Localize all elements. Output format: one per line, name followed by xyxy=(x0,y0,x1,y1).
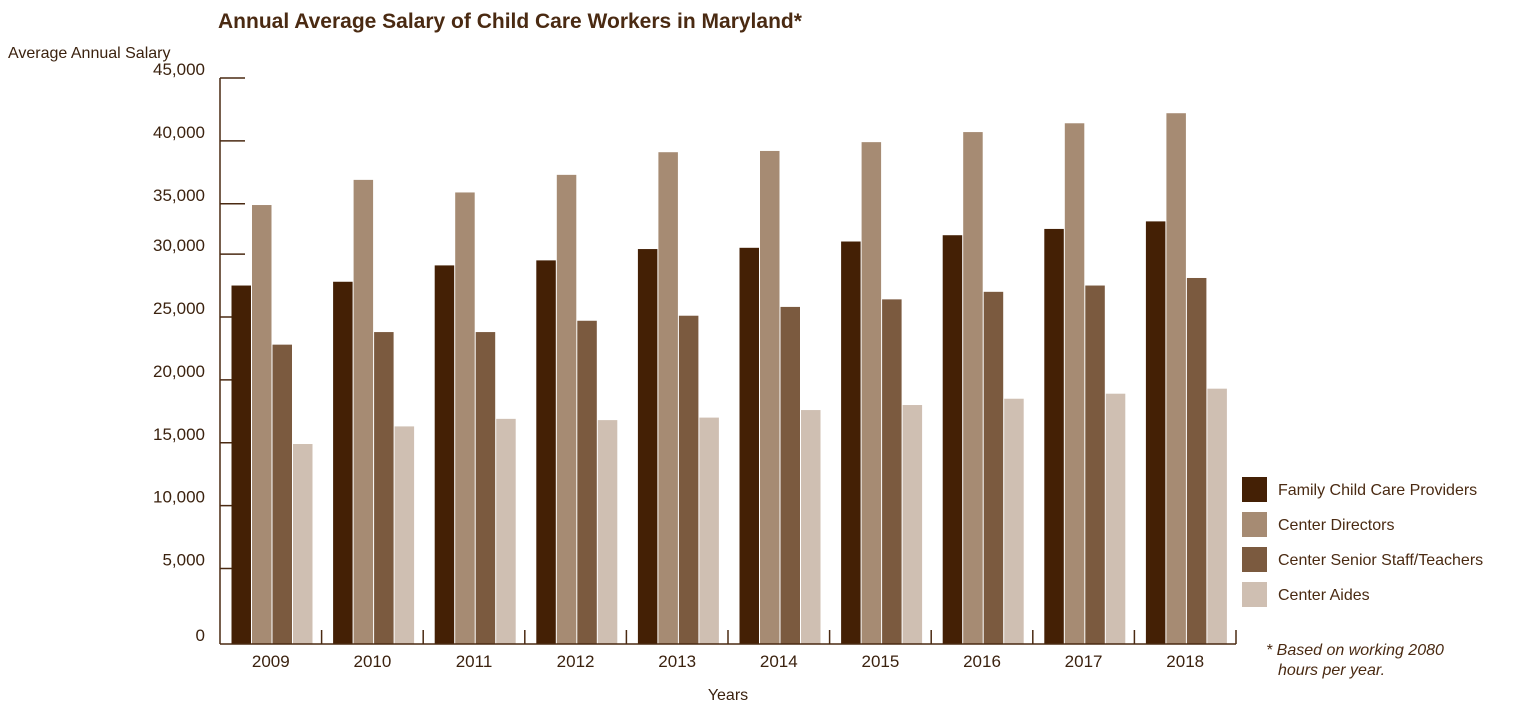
bar-center-directors-2011 xyxy=(455,192,475,645)
bar-center-aides-2014 xyxy=(801,410,821,644)
x-tick-label: 2018 xyxy=(1166,652,1204,671)
bar-center-aides-2016 xyxy=(1004,398,1024,644)
footnote-line-1: * Based on working 2080 xyxy=(1266,642,1444,659)
bar-center-aides-2015 xyxy=(902,405,923,644)
bar-center-directors-2010 xyxy=(353,179,374,644)
bar-center-aides-2010 xyxy=(394,426,415,644)
legend-swatch xyxy=(1242,512,1267,537)
bar-center-aides-2017 xyxy=(1105,393,1126,644)
bar-center-aides-2018 xyxy=(1207,388,1227,644)
y-axis-label: Average Annual Salary xyxy=(8,45,170,62)
x-tick-label: 2011 xyxy=(456,652,493,671)
bar-center-senior-staff-teachers-2011 xyxy=(475,332,496,644)
x-tick-label: 2015 xyxy=(861,652,899,671)
y-axis: 45,000 40,000 35,000 30,000 25,000 20,000 15,0… xyxy=(153,60,245,645)
bar-family-child-care-providers-2010 xyxy=(333,281,353,644)
bar-family-child-care-providers-2012 xyxy=(536,260,556,644)
legend-label: Center Senior Staff/Teachers xyxy=(1278,552,1483,569)
bar-family-child-care-providers-2018 xyxy=(1145,221,1166,645)
x-tick-label: 2017 xyxy=(1065,652,1103,671)
legend-swatch xyxy=(1242,477,1267,502)
bar-center-directors-2013 xyxy=(658,152,678,644)
y-tick-label: 45,000 xyxy=(153,60,205,79)
x-tick-label: 2013 xyxy=(658,652,696,671)
bar-center-aides-2012 xyxy=(597,420,618,644)
bar-family-child-care-providers-2013 xyxy=(637,249,658,644)
bar-center-senior-staff-teachers-2013 xyxy=(678,315,699,644)
chart-title: Annual Average Salary of Child Care Work… xyxy=(218,10,803,33)
footnote-line-2: hours per year. xyxy=(1278,662,1385,679)
bar-center-senior-staff-teachers-2009 xyxy=(272,344,292,644)
bar-center-directors-2018 xyxy=(1166,113,1186,645)
x-tick-label: 2016 xyxy=(963,652,1001,671)
x-tick-label: 2012 xyxy=(557,652,595,671)
bar-family-child-care-providers-2014 xyxy=(739,247,759,645)
legend-swatch xyxy=(1242,547,1267,572)
bar-family-child-care-providers-2009 xyxy=(231,285,251,644)
legend: Family Child Care Providers Center Direct… xyxy=(1242,477,1483,607)
x-tick-label: 2009 xyxy=(252,652,290,671)
x-tick-label: 2010 xyxy=(353,652,391,671)
bar-center-senior-staff-teachers-2015 xyxy=(882,299,902,644)
bar-family-child-care-providers-2015 xyxy=(841,241,861,644)
bar-family-child-care-providers-2016 xyxy=(942,235,963,644)
bar-center-aides-2009 xyxy=(293,444,313,644)
legend-label: Center Directors xyxy=(1278,517,1394,534)
y-tick-label: 25,000 xyxy=(153,299,205,318)
bar-center-directors-2012 xyxy=(556,174,577,645)
bar-center-senior-staff-teachers-2018 xyxy=(1186,277,1207,644)
bar-center-senior-staff-teachers-2014 xyxy=(780,306,800,644)
y-tick-label: 35,000 xyxy=(153,186,205,205)
bar-center-senior-staff-teachers-2016 xyxy=(983,291,1004,644)
y-tick-label: 15,000 xyxy=(153,425,205,444)
x-tick-label: 2014 xyxy=(760,652,798,671)
bar-center-senior-staff-teachers-2012 xyxy=(577,320,597,644)
y-tick-label: 0 xyxy=(196,626,205,645)
legend-swatch xyxy=(1242,582,1267,607)
legend-label: Center Aides xyxy=(1278,587,1370,604)
bar-center-senior-staff-teachers-2010 xyxy=(374,332,394,644)
x-axis-label: Years xyxy=(708,687,748,704)
bar-family-child-care-providers-2011 xyxy=(434,265,455,644)
bar-family-child-care-providers-2017 xyxy=(1044,228,1064,644)
bar-center-aides-2011 xyxy=(496,418,516,644)
bar-center-aides-2013 xyxy=(699,417,719,644)
bar-center-directors-2009 xyxy=(252,205,272,644)
legend-label: Family Child Care Providers xyxy=(1278,482,1477,499)
bar-center-directors-2016 xyxy=(963,132,983,644)
y-tick-label: 20,000 xyxy=(153,362,205,381)
y-tick-label: 10,000 xyxy=(153,488,205,507)
bar-center-senior-staff-teachers-2017 xyxy=(1085,285,1105,644)
bars-group xyxy=(231,113,1227,645)
bar-center-directors-2017 xyxy=(1064,123,1085,644)
y-tick-label: 40,000 xyxy=(153,123,205,142)
y-tick-label: 30,000 xyxy=(153,236,205,255)
bar-center-directors-2014 xyxy=(760,150,780,644)
bar-center-directors-2015 xyxy=(861,142,882,644)
x-axis: 2009 2010 2011 2012 2013 2014 2015 2016 2017 2018 xyxy=(220,630,1237,671)
y-tick-label: 5,000 xyxy=(162,551,205,570)
